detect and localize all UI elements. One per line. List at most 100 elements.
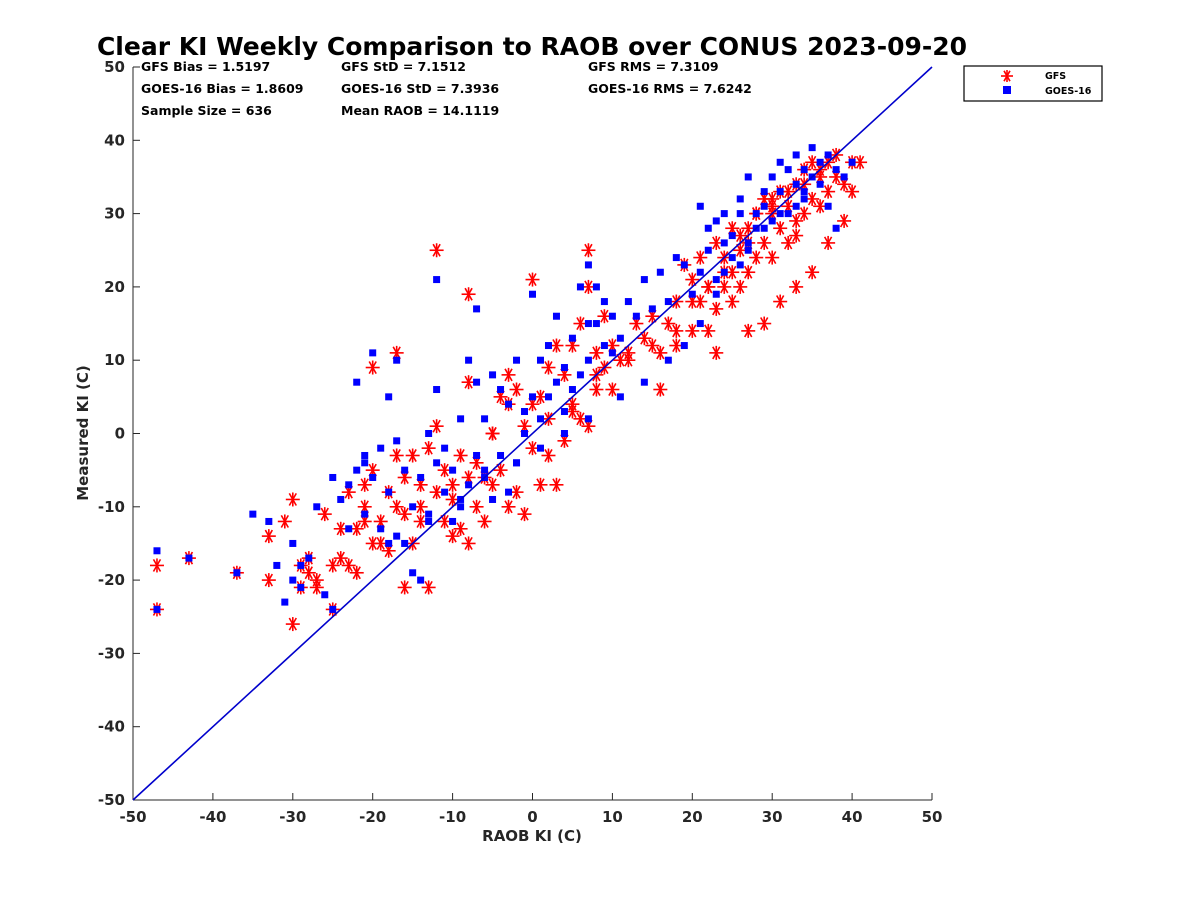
gfs-point (789, 279, 804, 294)
goes-16-point (505, 400, 513, 408)
goes-16-point (393, 532, 401, 540)
goes-16-point (704, 224, 712, 232)
gfs-point (301, 565, 316, 580)
gfs-point (661, 316, 676, 331)
gfs-point (573, 411, 588, 426)
goes-16-point (616, 334, 624, 342)
goes-16-point (489, 495, 497, 503)
goes-16-point (848, 158, 856, 166)
goes-16-point (361, 510, 369, 518)
chart-title: Clear KI Weekly Comparison to RAOB over … (97, 32, 967, 61)
gfs-point (501, 367, 516, 382)
goes-16-point (728, 254, 736, 262)
gfs-point (765, 250, 780, 265)
gfs-point (701, 279, 716, 294)
goes-16-point (529, 393, 536, 401)
gfs-point (285, 492, 300, 507)
goes-16-point (560, 364, 568, 372)
goes-16-point (417, 576, 425, 584)
legend: GFS GOES-16 (963, 65, 1103, 102)
goes-16-point (313, 503, 321, 511)
goes-16-point (584, 356, 592, 364)
gfs-point (397, 580, 412, 595)
gfs-point (757, 235, 772, 250)
series-goes-16 (153, 144, 856, 613)
y-tick-label: -10 (98, 498, 125, 516)
gfs-point (821, 184, 836, 199)
gfs-point (421, 441, 436, 456)
gfs-point (805, 265, 820, 280)
goes-16-point (832, 166, 840, 174)
goes-16-point (712, 217, 720, 225)
gfs-point (733, 279, 748, 294)
goes-16-point (401, 466, 409, 474)
legend-gfs-asterisk (1001, 70, 1013, 82)
gfs-point (333, 551, 348, 566)
goes-16-point (720, 268, 728, 276)
gfs-point (741, 323, 756, 338)
gfs-point (285, 617, 300, 632)
gfs-point (461, 287, 476, 302)
goes-16-point (720, 239, 728, 247)
goes-16-point (385, 539, 393, 547)
y-axis-label: Measured KI (C) (74, 365, 92, 501)
goes-16-point (457, 415, 465, 423)
goes-16-point (576, 371, 584, 379)
goes-16-point (672, 254, 680, 262)
goes-16-point (816, 158, 824, 166)
gfs-point (317, 507, 332, 522)
goes-16-point (752, 210, 760, 218)
goes-16-point (648, 305, 656, 313)
goes-16-point (185, 554, 193, 562)
gfs-point (325, 558, 340, 573)
gfs-point (797, 206, 812, 221)
goes-16-point (656, 268, 664, 276)
gfs-point (493, 463, 508, 478)
goes-16-point (736, 261, 744, 269)
gfs-point (445, 477, 460, 492)
gfs-point (765, 191, 780, 206)
gfs-point (509, 382, 524, 397)
legend-box (963, 65, 1103, 102)
goes-16-point (329, 473, 337, 481)
goes-16-point (640, 378, 648, 386)
x-tick-label: 50 (922, 808, 943, 826)
y-tick-label: -50 (98, 791, 125, 809)
goes-16-point (521, 408, 529, 416)
gfs-point (749, 250, 764, 265)
goes-16-point (840, 173, 848, 181)
gfs-point (405, 448, 420, 463)
y-tick-label: 30 (104, 205, 125, 223)
gfs-point (429, 243, 444, 258)
goes-16-point (760, 224, 768, 232)
goes-16-point (481, 415, 489, 423)
y-axis-ticks: 50 40 30 20 10 0 -10 -20 -30 -40 -50 (98, 58, 140, 809)
gfs-point (773, 221, 788, 236)
goes-16-point (345, 525, 353, 533)
goes-16-point (696, 202, 704, 210)
gfs-point (685, 323, 700, 338)
goes-16-point (624, 298, 632, 306)
goes-16-point (544, 342, 552, 350)
x-tick-label: 30 (762, 808, 783, 826)
goes-16-point (552, 312, 560, 320)
goes-16-point (792, 180, 800, 188)
goes-16-point (425, 510, 433, 518)
goes-16-point (441, 444, 449, 452)
gfs-point (357, 477, 372, 492)
goes-16-point (824, 202, 832, 210)
goes-16-point (393, 356, 401, 364)
goes-16-point (433, 459, 441, 467)
goes-16-point (632, 312, 640, 320)
x-tick-label: -10 (439, 808, 466, 826)
goes-16-point (297, 561, 305, 569)
goes-16-point (369, 473, 377, 481)
goes-16-point (273, 561, 281, 569)
goes-16-point (584, 415, 592, 423)
gfs-point (813, 199, 828, 214)
gfs-point (717, 279, 732, 294)
goes-16-point (824, 151, 832, 159)
goes-16-point (345, 481, 353, 489)
goes-16-point (513, 356, 521, 364)
goes-16-point (385, 488, 393, 496)
